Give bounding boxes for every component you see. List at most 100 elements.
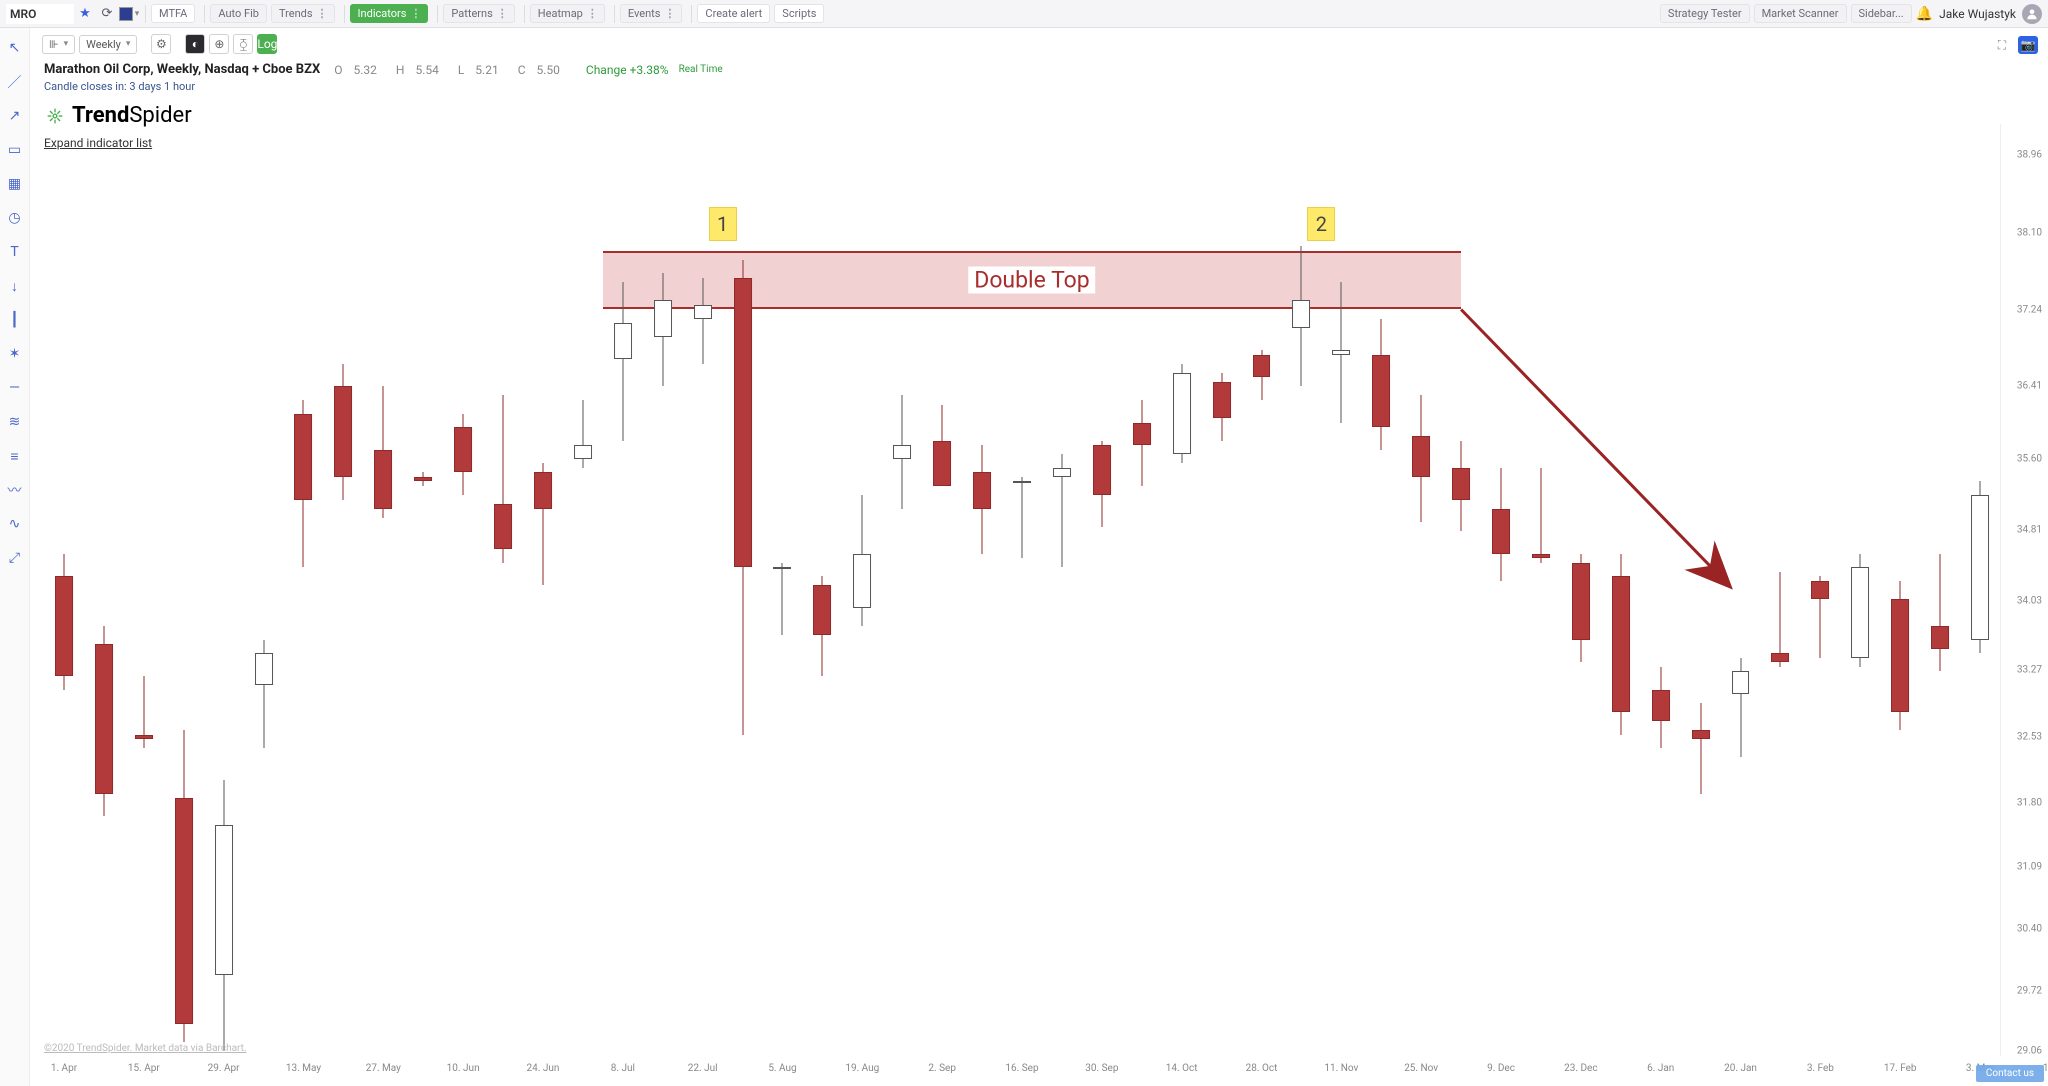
time-axis-tick: 16. Sep bbox=[1005, 1063, 1038, 1074]
autofib-button[interactable]: Auto Fib bbox=[210, 4, 267, 23]
vertical-line-tool-icon[interactable]: ┃ bbox=[5, 310, 25, 330]
horizontal-line-tool-icon[interactable]: ― bbox=[5, 378, 25, 398]
time-axis-tick: 8. Jul bbox=[611, 1063, 635, 1074]
avatar[interactable] bbox=[2022, 4, 2042, 24]
time-axis-tick: 6. Jan bbox=[1647, 1063, 1674, 1074]
peak-marker[interactable]: 1 bbox=[709, 207, 737, 241]
market-scanner-button[interactable]: Market Scanner bbox=[1754, 4, 1847, 23]
contact-us-button[interactable]: Contact us bbox=[1976, 1065, 2044, 1082]
time-axis-tick: 29. Apr bbox=[208, 1063, 240, 1074]
create-alert-button[interactable]: Create alert bbox=[697, 4, 770, 23]
ticker-input[interactable] bbox=[6, 4, 74, 24]
text-tool-icon[interactable]: T bbox=[5, 242, 25, 262]
price-axis-tick: 31.80 bbox=[2017, 797, 2042, 808]
time-axis-tick: 24. Jun bbox=[527, 1063, 560, 1074]
time-axis-tick: 28. Oct bbox=[1246, 1063, 1278, 1074]
left-tool-rail: ↖ ／ ↗ ▭ ▦ ◷ T ↓ ┃ ✶ ― ≋ ≡ 〰 ∿ ⤢ bbox=[0, 28, 30, 1086]
cursor-tool-icon[interactable]: ↖ bbox=[5, 38, 25, 58]
scripts-button[interactable]: Scripts bbox=[774, 4, 824, 23]
events-button[interactable]: Events⋮ bbox=[620, 4, 683, 23]
symbol-title: Marathon Oil Corp, Weekly, Nasdaq + Cboe… bbox=[44, 62, 320, 77]
channel-tool-icon[interactable]: ≋ bbox=[5, 412, 25, 432]
ohlc-readout: O 5.32 H 5.54 L 5.21 C 5.50 bbox=[334, 63, 576, 77]
price-axis-tick: 32.53 bbox=[2017, 731, 2042, 742]
dark-mode-toggle[interactable]: ◐ bbox=[185, 34, 205, 54]
crosshair-icon[interactable]: ⊕ bbox=[209, 34, 229, 54]
change-readout: Change +3.38% bbox=[586, 63, 669, 77]
price-axis-tick: 34.81 bbox=[2017, 525, 2042, 536]
time-axis-tick: 19. Aug bbox=[845, 1063, 879, 1074]
time-axis-tick: 2. Sep bbox=[928, 1063, 956, 1074]
peak-marker[interactable]: 2 bbox=[1307, 207, 1335, 241]
ray-tool-icon[interactable]: ↗ bbox=[5, 106, 25, 126]
magnet-icon[interactable]: ⧲ bbox=[233, 34, 253, 54]
time-axis-tick: 20. Jan bbox=[1724, 1063, 1757, 1074]
time-axis-tick: 3. Feb bbox=[1807, 1063, 1834, 1074]
measure-tool-icon[interactable]: ⤢ bbox=[5, 548, 25, 568]
top-toolbar: ★ ⟳ ▾ MTFA Auto Fib Trends⋮ Indicators⋮ … bbox=[0, 0, 2048, 28]
time-axis-tick: 25. Nov bbox=[1404, 1063, 1438, 1074]
mtfa-button[interactable]: MTFA bbox=[151, 4, 195, 23]
time-axis-tick: 15. Apr bbox=[128, 1063, 160, 1074]
user-name-label: Jake Wujastyk bbox=[1939, 7, 2016, 21]
fullscreen-icon[interactable]: ⛶ bbox=[1992, 36, 2012, 54]
price-axis-tick: 31.09 bbox=[2017, 861, 2042, 872]
time-axis-tick: 22. Jul bbox=[688, 1063, 718, 1074]
sidebar-toggle-button[interactable]: Sidebar... bbox=[1851, 4, 1912, 23]
price-axis-tick: 29.72 bbox=[2017, 985, 2042, 996]
user-menu[interactable]: 🔔 Jake Wujastyk bbox=[1916, 4, 2042, 24]
chart-toolbar: ⊪ ▾ Weekly ▾ ⚙ ◐ ⊕ ⧲ Log bbox=[30, 28, 2048, 54]
time-axis-tick: 5. Aug bbox=[768, 1063, 796, 1074]
price-axis[interactable]: 38.96 38.10 37.24 36.41 35.60 34.81 34.03 33.27… bbox=[2000, 124, 2048, 1056]
chart-settings-icon[interactable]: ⚙ bbox=[151, 34, 171, 54]
time-axis-tick: 14. Oct bbox=[1166, 1063, 1198, 1074]
chart-plot-area[interactable]: Double Top 1 2 bbox=[44, 124, 2000, 1056]
price-axis-tick: 35.60 bbox=[2017, 453, 2042, 464]
time-axis-tick: 1. Apr bbox=[51, 1063, 77, 1074]
patterns-button[interactable]: Patterns⋮ bbox=[443, 4, 514, 23]
time-axis[interactable]: 1. Apr 15. Apr 29. Apr 13. May 27. May 10. Ju… bbox=[44, 1056, 2000, 1086]
price-axis-tick: 37.24 bbox=[2017, 305, 2042, 316]
price-axis-tick: 36.41 bbox=[2017, 380, 2042, 391]
fib-tool-icon[interactable]: ≡ bbox=[5, 446, 25, 466]
favorite-icon[interactable]: ★ bbox=[74, 4, 96, 24]
trendline-tool-icon[interactable]: ／ bbox=[5, 72, 25, 92]
price-axis-tick: 38.10 bbox=[2017, 227, 2042, 238]
time-axis-tick: 9. Dec bbox=[1487, 1063, 1515, 1074]
chart-area: ⊪ ▾ Weekly ▾ ⚙ ◐ ⊕ ⧲ Log ⛶ 📷 Marathon Oi… bbox=[30, 28, 2048, 1086]
clock-tool-icon[interactable]: ◷ bbox=[5, 208, 25, 228]
rectangle-tool-icon[interactable]: ▭ bbox=[5, 140, 25, 160]
pitchfork-tool-icon[interactable]: ✶ bbox=[5, 344, 25, 364]
arrow-tool-icon[interactable]: ↓ bbox=[5, 276, 25, 296]
notifications-icon[interactable]: 🔔 bbox=[1916, 6, 1933, 22]
shapes-tool-icon[interactable]: ▦ bbox=[5, 174, 25, 194]
resistance-label: Double Top bbox=[968, 267, 1096, 294]
interval-selector[interactable]: Weekly ▾ bbox=[79, 35, 137, 54]
time-axis-tick: 23. Dec bbox=[1564, 1063, 1597, 1074]
time-axis-tick: 13. May bbox=[286, 1063, 321, 1074]
screenshot-icon[interactable]: 📷 bbox=[2018, 36, 2038, 54]
log-scale-toggle[interactable]: Log bbox=[257, 34, 277, 54]
time-axis-tick: 30. Sep bbox=[1085, 1063, 1118, 1074]
price-axis-tick: 30.40 bbox=[2017, 924, 2042, 935]
chart-type-selector[interactable]: ⊪ ▾ bbox=[42, 35, 75, 54]
color-picker[interactable]: ▾ bbox=[118, 4, 140, 24]
strategy-tester-button[interactable]: Strategy Tester bbox=[1660, 4, 1750, 23]
time-axis-tick: 10. Jun bbox=[447, 1063, 480, 1074]
price-axis-tick: 33.27 bbox=[2017, 664, 2042, 675]
wave-tool-icon[interactable]: ∿ bbox=[5, 514, 25, 534]
price-axis-tick: 29.06 bbox=[2017, 1045, 2042, 1056]
chart-canvas[interactable]: 38.96 38.10 37.24 36.41 35.60 34.81 34.03 33.27… bbox=[30, 124, 2048, 1086]
price-axis-tick: 38.96 bbox=[2017, 149, 2042, 160]
candle-close-countdown: Candle closes in: 3 days 1 hour bbox=[44, 80, 2034, 93]
realtime-badge: Real Time bbox=[679, 64, 723, 75]
indicators-button[interactable]: Indicators⋮ bbox=[350, 4, 429, 23]
price-axis-tick: 34.03 bbox=[2017, 595, 2042, 606]
time-axis-tick: 27. May bbox=[366, 1063, 401, 1074]
trends-button[interactable]: Trends⋮ bbox=[271, 4, 335, 23]
heatmap-button[interactable]: Heatmap⋮ bbox=[530, 4, 605, 23]
refresh-icon[interactable]: ⟳ bbox=[96, 4, 118, 24]
brush-tool-icon[interactable]: 〰 bbox=[5, 480, 25, 500]
time-axis-tick: 11. Nov bbox=[1324, 1063, 1358, 1074]
footnote: ©2020 TrendSpider. Market data via Barch… bbox=[44, 1043, 247, 1054]
